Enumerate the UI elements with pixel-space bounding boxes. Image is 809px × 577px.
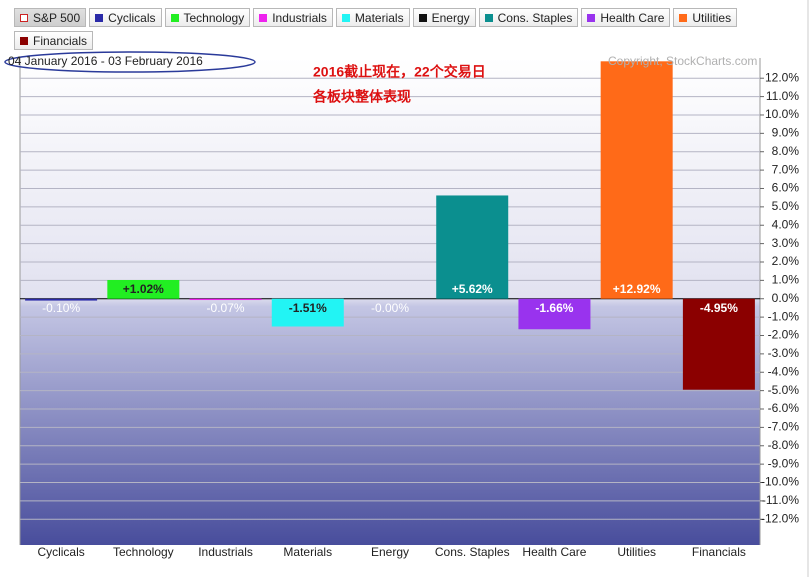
y-tick-label: 12.0% (765, 70, 799, 84)
x-tick-label: Energy (371, 545, 409, 559)
y-tick-label: 8.0% (772, 144, 800, 158)
value-label: +12.92% (613, 282, 661, 296)
legend-label: S&P 500 (33, 10, 81, 25)
y-tick-label: 9.0% (772, 126, 800, 140)
legend-label: Industrials (272, 10, 327, 25)
value-label: -1.66% (535, 301, 573, 315)
bar (436, 195, 509, 299)
legend-item[interactable]: Technology (164, 8, 251, 27)
y-tick-label: 5.0% (772, 199, 800, 213)
legend-item[interactable]: Health Care (581, 8, 671, 27)
legend-label: Financials (33, 33, 88, 48)
y-tick-label: -1.0% (768, 309, 800, 323)
legend-swatch (679, 13, 688, 22)
legend-label: Health Care (600, 10, 665, 25)
x-tick-label: Financials (692, 545, 746, 559)
highlight-ellipse (4, 51, 256, 73)
legend: S&P 500 Cyclicals Technology Industrials Mat… (14, 8, 754, 50)
y-tick-label: -7.0% (768, 420, 800, 434)
x-tick-label: Technology (113, 545, 174, 559)
legend-swatch (418, 13, 427, 22)
legend-item[interactable]: Energy (412, 8, 476, 27)
y-tick-label: -11.0% (762, 493, 799, 507)
x-tick-label: Cons. Staples (435, 545, 510, 559)
y-tick-label: -8.0% (768, 438, 800, 452)
legend-swatch (484, 13, 493, 22)
y-tick-label: -10.0% (761, 475, 799, 489)
value-label: -0.07% (207, 301, 245, 315)
legend-label: Cons. Staples (497, 10, 573, 25)
y-tick-label: -9.0% (768, 456, 800, 470)
y-tick-label: -6.0% (768, 401, 800, 415)
x-tick-label: Health Care (522, 545, 586, 559)
value-label: -4.95% (700, 301, 738, 315)
copyright: Copyright, StockCharts.com (608, 54, 757, 68)
value-label: -1.51% (289, 301, 327, 315)
date-range: 04 January 2016 - 03 February 2016 (8, 54, 203, 68)
y-tick-label: -2.0% (768, 328, 800, 342)
legend-swatch (95, 13, 104, 22)
y-tick-label: -5.0% (768, 383, 800, 397)
legend-item[interactable]: Cyclicals (89, 8, 162, 27)
value-label: +1.02% (123, 282, 164, 296)
x-tick-label: Industrials (198, 545, 253, 559)
legend-item[interactable]: Materials (335, 8, 410, 27)
bar (107, 279, 180, 299)
bar (271, 298, 344, 327)
bar (682, 298, 755, 390)
value-label: -0.00% (371, 301, 409, 315)
value-label: -0.10% (42, 301, 80, 315)
y-tick-label: 11.0% (766, 89, 799, 103)
x-tick-label: Utilities (617, 545, 656, 559)
legend-label: Utilities (692, 10, 732, 25)
y-tick-label: -4.0% (768, 364, 800, 378)
legend-label: Materials (354, 10, 404, 25)
x-tick-label: Materials (283, 545, 332, 559)
legend-label: Cyclicals (108, 10, 156, 25)
y-tick-label: 7.0% (772, 162, 800, 176)
x-tick-label: Cyclicals (37, 545, 84, 559)
y-tick-label: 0.0% (772, 291, 800, 305)
legend-swatch (259, 13, 268, 22)
legend-label: Technology (183, 10, 245, 25)
bar (600, 61, 673, 299)
legend-swatch (170, 13, 179, 22)
bar (518, 298, 591, 330)
y-tick-label: 3.0% (772, 236, 800, 250)
legend-swatch (587, 13, 596, 22)
legend-swatch (341, 13, 350, 22)
y-tick-label: 2.0% (772, 254, 800, 268)
legend-item[interactable]: S&P 500 (14, 8, 87, 27)
y-tick-label: 6.0% (772, 181, 800, 195)
bars (25, 61, 755, 390)
y-tick-label: 1.0% (772, 273, 800, 287)
legend-item[interactable]: Industrials (253, 8, 333, 27)
bar (25, 298, 98, 301)
annotation: 各板块整体表现 (312, 89, 411, 105)
value-label: +5.62% (452, 282, 493, 296)
annotation: 2016截止现在，22个交易日 (313, 64, 486, 80)
bar (189, 298, 262, 301)
legend-item[interactable]: Financials (14, 31, 94, 50)
legend-swatch (20, 36, 28, 45)
legend-swatch (20, 13, 28, 22)
y-tick-label: -3.0% (768, 346, 800, 360)
legend-item[interactable]: Utilities (673, 8, 738, 27)
y-tick-label: 10.0% (765, 107, 799, 121)
legend-label: Energy (431, 10, 470, 25)
y-tick-label: -12.0% (761, 511, 799, 525)
y-tick-label: 4.0% (772, 217, 800, 231)
legend-item[interactable]: Cons. Staples (478, 8, 579, 27)
